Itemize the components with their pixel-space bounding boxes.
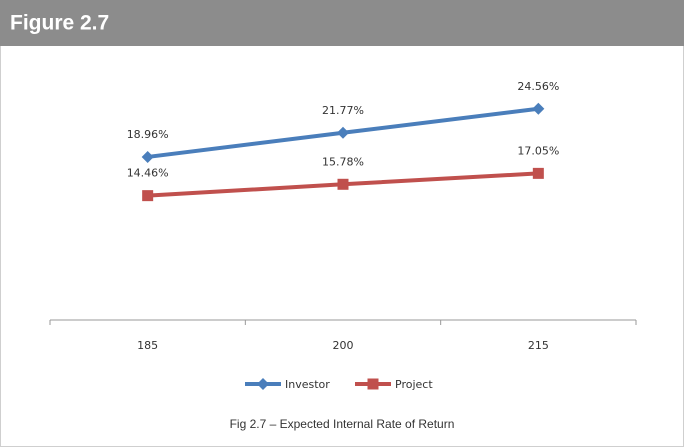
x-tick-label: 215 xyxy=(528,339,549,352)
data-label: 17.05% xyxy=(517,144,559,157)
x-tick-label: 185 xyxy=(137,339,158,352)
data-point xyxy=(142,190,154,202)
data-point xyxy=(337,126,349,139)
legend-marker xyxy=(367,378,379,390)
data-label: 14.46% xyxy=(127,167,169,180)
data-point xyxy=(337,178,349,190)
x-tick-label: 200 xyxy=(333,339,354,352)
data-label: 15.78% xyxy=(322,155,364,168)
data-point xyxy=(532,167,544,179)
figure-label: Figure 2.7 xyxy=(10,12,109,35)
legend-label: Investor xyxy=(285,378,330,391)
data-label: 24.56% xyxy=(517,80,559,93)
data-point xyxy=(141,150,154,163)
data-point xyxy=(532,102,545,115)
data-label: 21.77% xyxy=(322,104,364,117)
legend-marker xyxy=(257,378,269,390)
legend-label: Project xyxy=(395,378,433,391)
header-bar xyxy=(0,0,684,46)
caption: Fig 2.7 – Expected Internal Rate of Retu… xyxy=(230,417,455,431)
data-label: 18.96% xyxy=(127,128,169,141)
